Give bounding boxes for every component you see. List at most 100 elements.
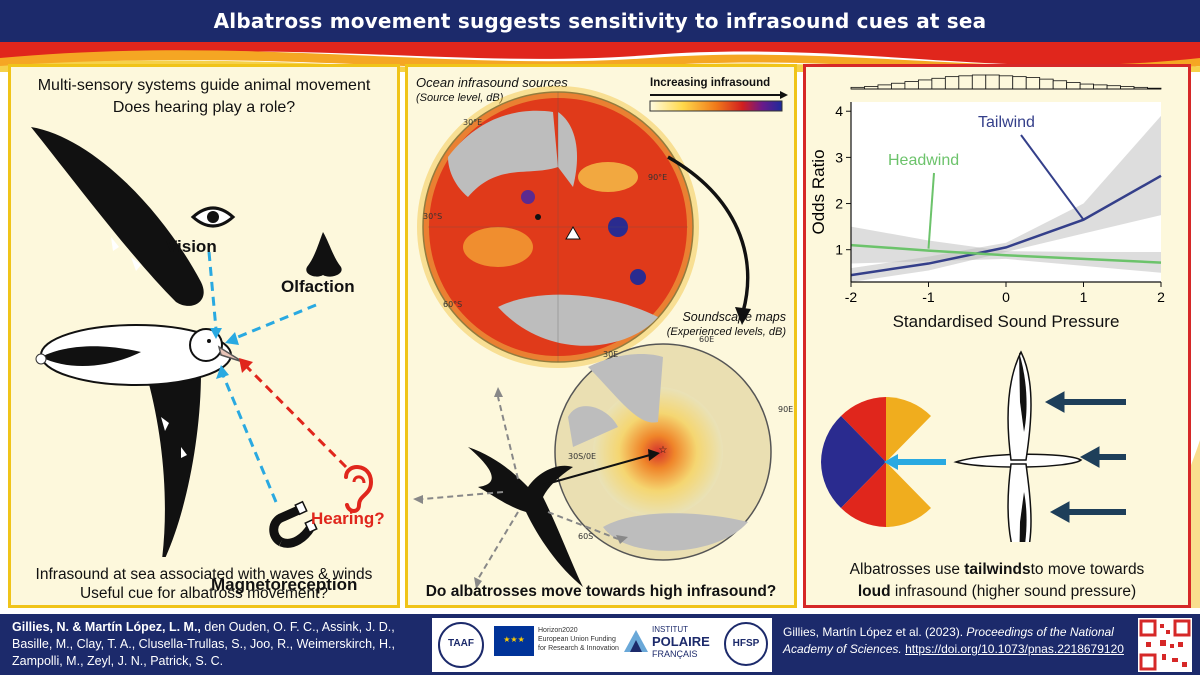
caption-tailwinds: tailwinds [964, 561, 1031, 578]
funder-logos: TAAF ★★★ Horizon2020 European Union Fund… [432, 618, 772, 672]
left-footer-line1: Infrasound at sea associated with waves … [35, 566, 373, 583]
taaf-logo: TAAF [438, 622, 484, 668]
albatross-topview-icon [953, 350, 1083, 542]
authors-line3: Zampolli, M., Zeyl, J. N., Patrick, S. C… [12, 654, 224, 668]
series-label-tailwind: Tailwind [978, 114, 1035, 131]
histogram-bar [1079, 83, 1095, 90]
histogram-bar [985, 74, 1000, 90]
eye-icon [190, 206, 236, 228]
headwind-leader [927, 172, 935, 249]
x-tick-label: 2 [1157, 289, 1165, 305]
histogram-bar [971, 74, 987, 90]
citation-doi-link[interactable]: https://doi.org/10.1073/pnas.2218679120 [905, 642, 1124, 656]
ipev-line3: FRANÇAIS [652, 649, 698, 659]
left-heading-line2: Does hearing play a role? [112, 99, 296, 116]
hearing-arrow [245, 365, 348, 469]
histogram-bar [1052, 80, 1068, 90]
nose-icon [306, 232, 342, 277]
histogram-bar [917, 79, 933, 90]
x-tick-label: 1 [1080, 289, 1088, 305]
map1-label-30s: 30°S [423, 212, 442, 221]
albatross-upper-wing [31, 127, 204, 306]
map1-label-30e: 30°E [463, 118, 482, 127]
caption-loud: loud [857, 583, 891, 600]
authors-line2: Basille, M., Clay, T. A., Clusella-Trull… [12, 637, 395, 651]
histogram-bar [998, 75, 1014, 90]
y-tick-label: 2 [835, 196, 843, 212]
hfsp-logo: HFSP [724, 622, 768, 666]
x-tick-label: 0 [1002, 289, 1010, 305]
citation: Gillies, Martín López et al. (2023). Pro… [783, 624, 1128, 658]
horizon-line3: for Research & Innovation [538, 645, 619, 652]
legend-label: Increasing infrasound [650, 77, 771, 89]
x-tick-label: -1 [922, 289, 935, 305]
title-bar: Albatross movement suggests sensitivity … [0, 0, 1200, 42]
dispersal-arrows [422, 396, 619, 580]
map2-label-30s0e: 30S/0E [568, 452, 596, 461]
infrasound-color-legend [649, 100, 783, 112]
svg-text:☆: ☆ [659, 445, 668, 456]
caption-post: to move towards [1030, 561, 1145, 578]
panel-infrasound-maps: Ocean infrasound sources (Source level, … [405, 64, 797, 608]
taaf-text: TAAF [448, 638, 474, 649]
map1-label-60s: 60°S [443, 300, 462, 309]
albatross-lower-wing [141, 357, 201, 557]
histogram-bar [1066, 82, 1081, 90]
panel-results: Tailwind Headwind -2 -1 0 1 2 1 2 3 4 Odds Ratio St… [803, 64, 1191, 608]
albatross-head [189, 328, 223, 362]
left-footer: Infrasound at sea associated with waves … [11, 565, 397, 603]
horizon-line1: Horizon2020 [538, 627, 578, 634]
map1-label-90e: 90°E [648, 173, 667, 182]
ipev-line1: INSTITUT [652, 625, 688, 634]
ocean-infrasound-map [417, 86, 699, 368]
albatross-senses-illustration [31, 127, 374, 557]
middle-question: Do albatrosses move towards high infraso… [425, 583, 777, 600]
page-title: Albatross movement suggests sensitivity … [213, 9, 987, 33]
left-heading-line1: Multi-sensory systems guide animal movem… [37, 77, 371, 94]
histogram-bar [958, 75, 973, 90]
vision-label: Vision [166, 237, 217, 256]
histogram-bar [904, 81, 919, 90]
ipev-text: INSTITUT POLAIRE FRANÇAIS [652, 624, 710, 660]
chart-ylabel: Odds Ratio [809, 149, 828, 234]
panel-senses: Multi-sensory systems guide animal movem… [8, 64, 400, 608]
map2-label-60e: 60E [699, 335, 714, 344]
tailwind-leader [1020, 134, 1085, 221]
magnetoreception-label: Magnetoreception [211, 575, 358, 594]
magnet-icon [269, 500, 318, 548]
hearing-label: Hearing? [311, 509, 385, 528]
authors-line1: den Ouden, O. F. C., Assink, J. D., [200, 620, 395, 634]
caption-line2: infrasound (higher sound pressure) [890, 583, 1137, 600]
map2-label-60s: 60S [578, 532, 593, 541]
map2-label-90e: 90E [778, 405, 793, 414]
eu-flag-icon: ★★★ [494, 626, 534, 656]
y-tick-label: 4 [835, 103, 843, 119]
tailwind-arrows [1044, 391, 1126, 523]
qr-code[interactable] [1138, 618, 1192, 672]
magnetoreception-arrow [221, 374, 278, 503]
histogram-bar [1012, 76, 1027, 90]
horizon-text: Horizon2020 European Union Funding for R… [538, 626, 619, 653]
map2-subtitle: (Experienced levels, dB) [666, 326, 786, 338]
citation-journal1: Proceedings of the National [966, 625, 1114, 639]
histogram-bar [891, 82, 906, 90]
histogram-bar [877, 84, 892, 90]
histogram-bar [944, 76, 960, 90]
curved-arrow [667, 155, 750, 313]
chart-xlabel: Standardised Sound Pressure [892, 312, 1120, 331]
ipev-logo-icon [622, 626, 650, 654]
citation-journal2: Academy of Sciences. [783, 642, 902, 656]
albatross-beak [217, 345, 244, 363]
ipev-line2: POLAIRE [652, 634, 710, 649]
histogram-bar [1093, 84, 1108, 90]
citation-authors: Gillies, Martín López et al. (2023). [783, 625, 967, 639]
histogram-bar [1039, 78, 1054, 90]
map1-title: Ocean infrasound sources [416, 75, 568, 90]
author-list: Gillies, N. & Martín López, L. M., den O… [12, 619, 427, 670]
odds-ratio-chart: Tailwind Headwind -2 -1 0 1 2 1 2 3 4 Odds Ratio [809, 74, 1165, 305]
vision-arrow [207, 251, 218, 330]
footer: Gillies, N. & Martín López, L. M., den O… [0, 614, 1200, 675]
caption-pre: Albatrosses use [849, 561, 965, 578]
histogram-bar [1025, 77, 1041, 90]
soundscape-map: ☆ [554, 343, 772, 561]
